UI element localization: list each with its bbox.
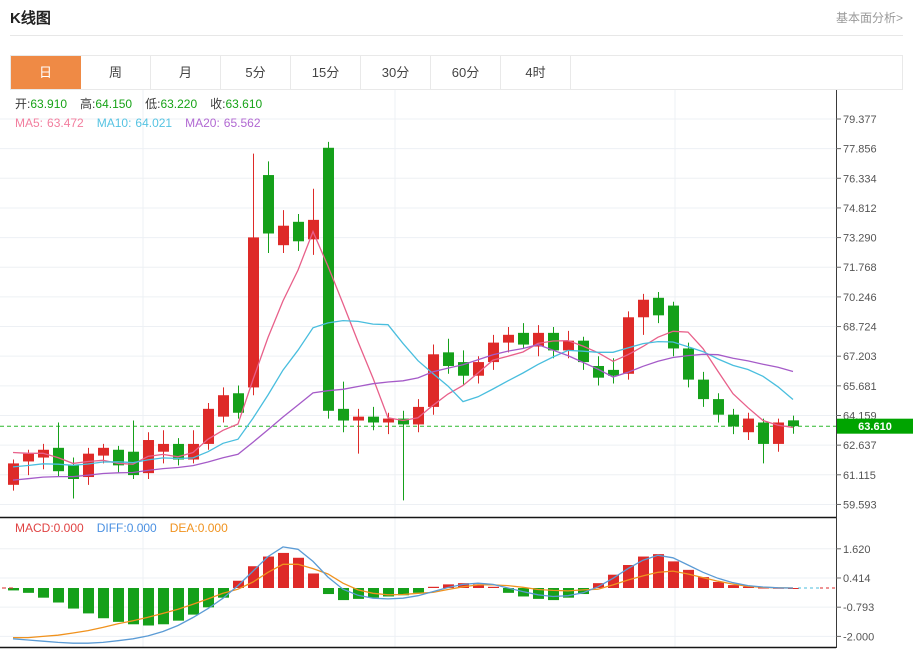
tab-15分[interactable]: 15分 [291, 56, 361, 89]
svg-text:77.856: 77.856 [843, 144, 877, 156]
legend-ma-item: MA20: 65.562 [185, 116, 261, 130]
legend-macd: MACD:0.000 DIFF:0.000 DEA:0.000 [15, 521, 228, 535]
legend-ma-item: MA5: 63.472 [15, 116, 84, 130]
tab-5分[interactable]: 5分 [221, 56, 291, 89]
tab-日[interactable]: 日 [11, 56, 81, 89]
legend-macd-item: DEA:0.000 [169, 521, 228, 535]
svg-text:74.812: 74.812 [843, 203, 877, 215]
svg-text:61.115: 61.115 [843, 470, 876, 482]
header: K线图 基本面分析> [10, 0, 903, 36]
svg-text:59.593: 59.593 [843, 499, 877, 511]
svg-text:76.334: 76.334 [843, 173, 877, 185]
legend-ohlc-item: 开:63.910 [15, 97, 68, 111]
legend-ohlc-item: 高:64.150 [80, 97, 133, 111]
svg-text:67.203: 67.203 [843, 351, 877, 363]
legend-ma: MA5: 63.472 MA10: 64.021 MA20: 65.562 [15, 116, 261, 130]
svg-text:-2.000: -2.000 [843, 631, 874, 643]
legend-macd-item: MACD:0.000 [15, 521, 84, 535]
legend-ohlc-item: 低:63.220 [145, 97, 198, 111]
svg-text:70.246: 70.246 [843, 292, 877, 304]
legend-ma-item: MA10: 64.021 [96, 116, 173, 130]
legend-ohlc: 开:63.910 高:64.150 低:63.220 收:63.610 [15, 95, 262, 112]
fundamental-analysis-link[interactable]: 基本面分析> [835, 11, 903, 25]
svg-text:62.637: 62.637 [843, 440, 877, 452]
svg-text:79.377: 79.377 [843, 114, 877, 126]
svg-text:63.610: 63.610 [858, 421, 892, 433]
tab-60分[interactable]: 60分 [431, 56, 501, 89]
svg-text:1.620: 1.620 [843, 544, 871, 556]
svg-text:-0.793: -0.793 [843, 602, 874, 614]
legend-ohlc-item: 收:63.610 [210, 97, 263, 111]
legend-macd-item: DIFF:0.000 [96, 521, 157, 535]
svg-text:73.290: 73.290 [843, 233, 877, 245]
svg-text:64.159: 64.159 [843, 410, 877, 422]
svg-text:71.768: 71.768 [843, 262, 877, 274]
tab-周[interactable]: 周 [81, 56, 151, 89]
tab-bar-filler [571, 56, 902, 89]
tab-bar: 日周月 5分 15分 30分 60分 4时 [10, 55, 903, 90]
tab-4时[interactable]: 4时 [501, 56, 571, 89]
page-title: K线图 [10, 10, 51, 27]
tab-30分[interactable]: 30分 [361, 56, 431, 89]
svg-text:0.414: 0.414 [843, 573, 871, 585]
svg-text:68.724: 68.724 [843, 322, 877, 334]
svg-text:65.681: 65.681 [843, 381, 877, 393]
tab-月[interactable]: 月 [151, 56, 221, 89]
